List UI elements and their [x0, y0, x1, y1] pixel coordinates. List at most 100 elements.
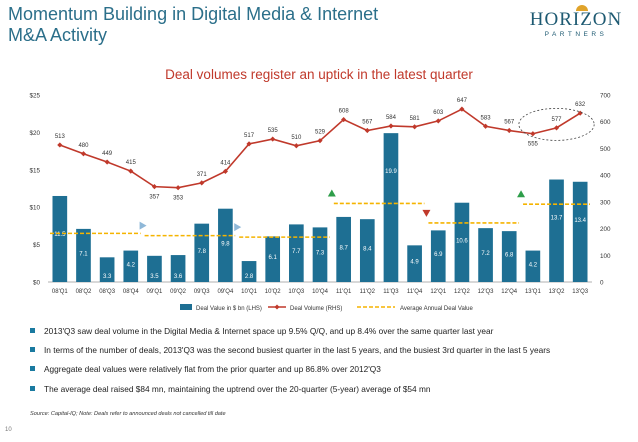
x-tick-label: 13'Q3 — [572, 289, 588, 295]
legend-volume-label: Deal Volume (RHS) — [290, 306, 342, 312]
chart-headline: Deal volumes register an uptick in the l… — [165, 67, 473, 82]
latest-quarters-highlight — [518, 107, 595, 141]
trend-up-icon — [327, 189, 336, 197]
bar-value-label: 3.3 — [103, 274, 112, 280]
x-tick-label: 12'Q2 — [454, 289, 470, 295]
deal-volume-label: 555 — [528, 142, 539, 148]
right-tick-label: 0 — [600, 280, 604, 287]
deal-volume-point — [364, 127, 370, 134]
deal-volume-point — [246, 141, 252, 147]
bar — [430, 230, 446, 282]
deal-volume-point — [341, 116, 347, 123]
legend-bar-swatch — [180, 304, 192, 310]
deal-volume-point — [412, 124, 418, 130]
bar — [170, 255, 186, 282]
deal-volume-label: 583 — [481, 115, 492, 121]
bar — [572, 181, 588, 282]
deal-volume-point — [459, 106, 465, 112]
bar-value-label: 11.5 — [54, 232, 66, 238]
deal-volume-point — [270, 136, 276, 142]
deal-volume-label: 584 — [386, 115, 397, 121]
deal-volume-point — [317, 138, 323, 144]
bar — [549, 179, 564, 282]
bar — [525, 250, 541, 282]
x-tick-label: 11'Q3 — [383, 289, 399, 295]
deal-chart: $0 $5 $10 $15 $20 $25 0 100 200 300 400 500 600 700 11… — [29, 93, 611, 313]
bar-value-label: 13.4 — [574, 218, 586, 224]
bar-value-label: 4.9 — [410, 260, 419, 266]
bar — [194, 223, 210, 282]
bar-value-label: 3.5 — [150, 274, 159, 280]
x-tick-label: 12'Q4 — [501, 289, 517, 295]
bar-value-label: 10.6 — [456, 238, 468, 244]
title-line-2: M&A Activity — [8, 25, 108, 45]
deal-volume-label: 415 — [126, 160, 137, 166]
logo-subtitle: PARTNERS — [544, 31, 608, 38]
trend-flat-icon — [139, 221, 147, 230]
right-tick-label: 100 — [600, 253, 611, 260]
deal-volume-label: 529 — [315, 130, 326, 136]
left-tick-label: $5 — [33, 242, 41, 249]
deal-volume-label: 567 — [362, 120, 373, 126]
x-tick-label: 12'Q1 — [430, 289, 446, 295]
bar-value-label: 6.8 — [505, 253, 514, 259]
bar — [147, 255, 162, 282]
bar — [123, 250, 139, 282]
bar — [289, 224, 304, 282]
bar — [241, 261, 257, 282]
deal-volume-label: 353 — [173, 196, 184, 202]
deal-volume-point — [222, 168, 228, 175]
bar-value-label: 7.8 — [198, 249, 207, 255]
x-tick-label: 09'Q4 — [217, 289, 233, 295]
bar-value-label: 9.8 — [221, 241, 230, 247]
bar-value-label: 2.8 — [245, 274, 254, 280]
legend-average-label: Average Annual Deal Value — [400, 306, 473, 312]
left-tick-label: $25 — [29, 93, 40, 100]
deal-volume-label: 513 — [55, 134, 66, 140]
left-tick-label: $0 — [33, 280, 41, 287]
bar-value-label: 7.3 — [316, 251, 325, 257]
bar — [383, 133, 399, 282]
x-tick-label: 08'Q4 — [123, 289, 139, 295]
deal-volume-point — [530, 131, 536, 137]
x-tick-label: 10'Q4 — [312, 289, 328, 295]
left-tick-label: $15 — [29, 167, 40, 174]
bar — [265, 236, 281, 282]
bullet-list: 2013'Q3 saw deal volume in the Digital M… — [30, 326, 630, 403]
page-title: Momentum Building in Digital Media & Int… — [8, 4, 378, 46]
deal-volume-label: 603 — [433, 110, 444, 116]
deal-volume-point — [175, 185, 181, 191]
bar-value-label: 7.7 — [292, 249, 301, 255]
deal-volume-point — [388, 123, 394, 129]
deal-volume-point — [104, 159, 110, 165]
bar — [336, 216, 351, 282]
bullet-item: Aggregate deal values were relatively fl… — [30, 364, 630, 374]
company-logo: HORIZON PARTNERS — [528, 5, 624, 38]
deal-volume-label: 480 — [78, 143, 89, 149]
deal-volume-label: 632 — [575, 102, 586, 108]
x-tick-label: 11'Q4 — [407, 289, 423, 295]
bullet-item: 2013'Q3 saw deal volume in the Digital M… — [30, 326, 630, 336]
x-tick-label: 13'Q1 — [525, 289, 541, 295]
bar — [407, 245, 422, 282]
right-tick-label: 600 — [600, 119, 611, 126]
x-tick-label: 09'Q1 — [147, 289, 163, 295]
x-tick-label: 10'Q3 — [288, 289, 304, 295]
right-tick-label: 300 — [600, 199, 611, 206]
bar-value-label: 4.2 — [127, 262, 136, 268]
deal-volume-point — [199, 180, 205, 186]
x-tick-label: 08'Q1 — [52, 289, 68, 295]
source-note: Source: Capital-IQ; Note: Deals refer to… — [30, 411, 226, 417]
deal-volume-point — [57, 142, 63, 148]
bar — [501, 231, 517, 282]
deal-volume-point — [435, 118, 441, 124]
right-tick-label: 400 — [600, 173, 611, 180]
bar-value-label: 6.9 — [434, 252, 443, 258]
x-tick-label: 12'Q3 — [478, 289, 494, 295]
bar — [359, 219, 375, 282]
x-tick-label: 10'Q2 — [265, 289, 281, 295]
deal-volume-point — [506, 127, 512, 134]
deal-volume-line — [59, 108, 581, 189]
legend-volume-marker — [274, 304, 280, 310]
deal-volume-point — [80, 151, 87, 157]
